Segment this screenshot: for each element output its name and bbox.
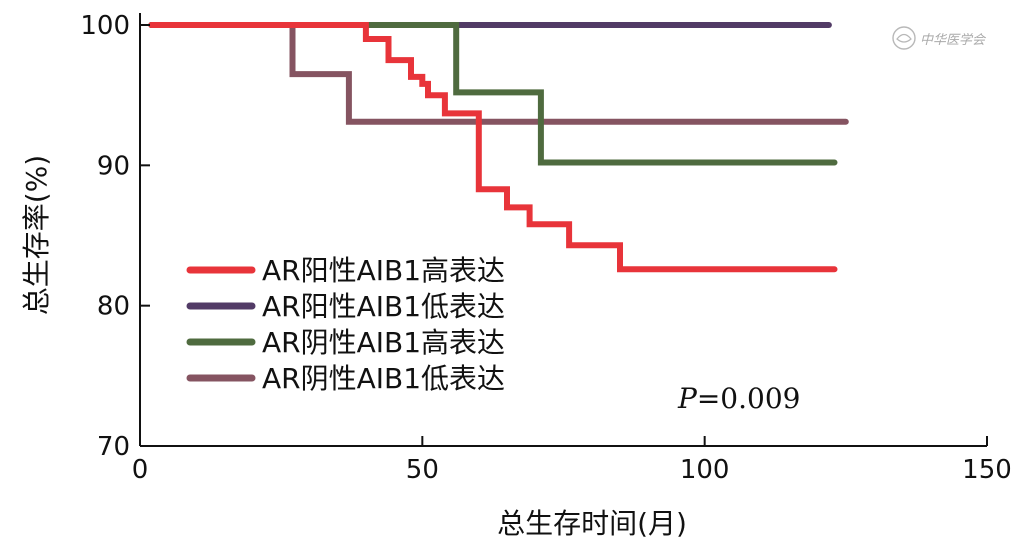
watermark-text: 中华医学会 [920,32,987,48]
seal-inner-icon [896,33,912,43]
series-layer [148,22,849,273]
legend-label-3: AR阴性AIB1高表达 [262,326,505,359]
p-value-letter: P [677,382,698,415]
axes [139,13,987,447]
legend: AR阳性AIB1高表达AR阳性AIB1低表达AR阴性AIB1高表达AR阴性AIB… [186,254,505,395]
x-tick-label: 50 [406,455,439,485]
seal-icon [892,26,916,50]
series-line-3 [148,22,838,166]
y-tick-label: 80 [97,292,130,322]
y-axis-title: 总生存率(%) [20,155,53,315]
x-tick-label: 0 [132,455,149,485]
y-tick-label: 70 [97,432,130,462]
ticks: 0 50 100 150 70 80 90 100 [80,11,1011,485]
series-line-4 [148,22,849,125]
p-value-text: =0.009 [697,382,801,415]
y-tick-label: 90 [97,151,130,181]
legend-label-2: AR阳性AIB1低表达 [262,290,505,323]
x-tick-label: 100 [680,455,730,485]
x-tick-label: 150 [962,455,1012,485]
legend-label-1: AR阳性AIB1高表达 [262,254,505,287]
legend-label-4: AR阴性AIB1低表达 [262,362,505,395]
p-value-annotation: P=0.009 [677,382,800,415]
series-line-1 [148,22,838,273]
x-axis-title: 总生存时间(月) [497,507,687,540]
watermark-logo: 中华医学会 [892,26,987,50]
y-tick-label: 100 [80,11,130,41]
